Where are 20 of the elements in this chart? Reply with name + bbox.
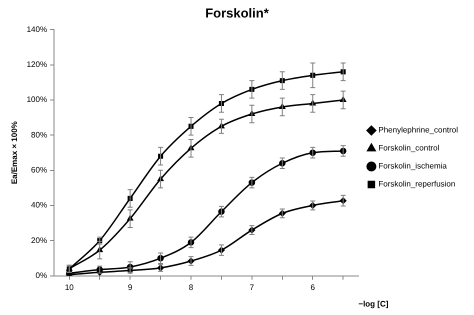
- legend-label: Phenylephrine_control: [378, 126, 458, 135]
- x-tick-label: 9: [128, 282, 133, 292]
- x-tick-label: 6: [310, 282, 316, 292]
- y-tick-label: 100%: [26, 95, 48, 104]
- chart-title: Forskolin*: [205, 5, 270, 20]
- y-tick-label: 80%: [31, 130, 48, 140]
- y-tick-label: 0%: [36, 271, 48, 280]
- legend-label: Forskolin_ischemia: [378, 162, 448, 171]
- x-tick-label: 8: [188, 282, 194, 292]
- y-tick-label: 20%: [31, 236, 48, 245]
- legend-label: Forskolin_control: [378, 144, 440, 153]
- x-tick-label: 7: [250, 282, 255, 292]
- y-tick-label: 60%: [31, 165, 48, 174]
- y-tick-label: 120%: [26, 60, 48, 69]
- legend-label: Forskolin_reperfusion: [378, 180, 456, 189]
- x-tick-label: 10: [64, 282, 74, 292]
- y-tick-label: 140%: [26, 24, 48, 34]
- y-axis-title: Ea/Emax × 100%: [10, 121, 20, 184]
- y-tick-label: 40%: [31, 200, 48, 210]
- x-axis-title: −log [C]: [358, 299, 389, 308]
